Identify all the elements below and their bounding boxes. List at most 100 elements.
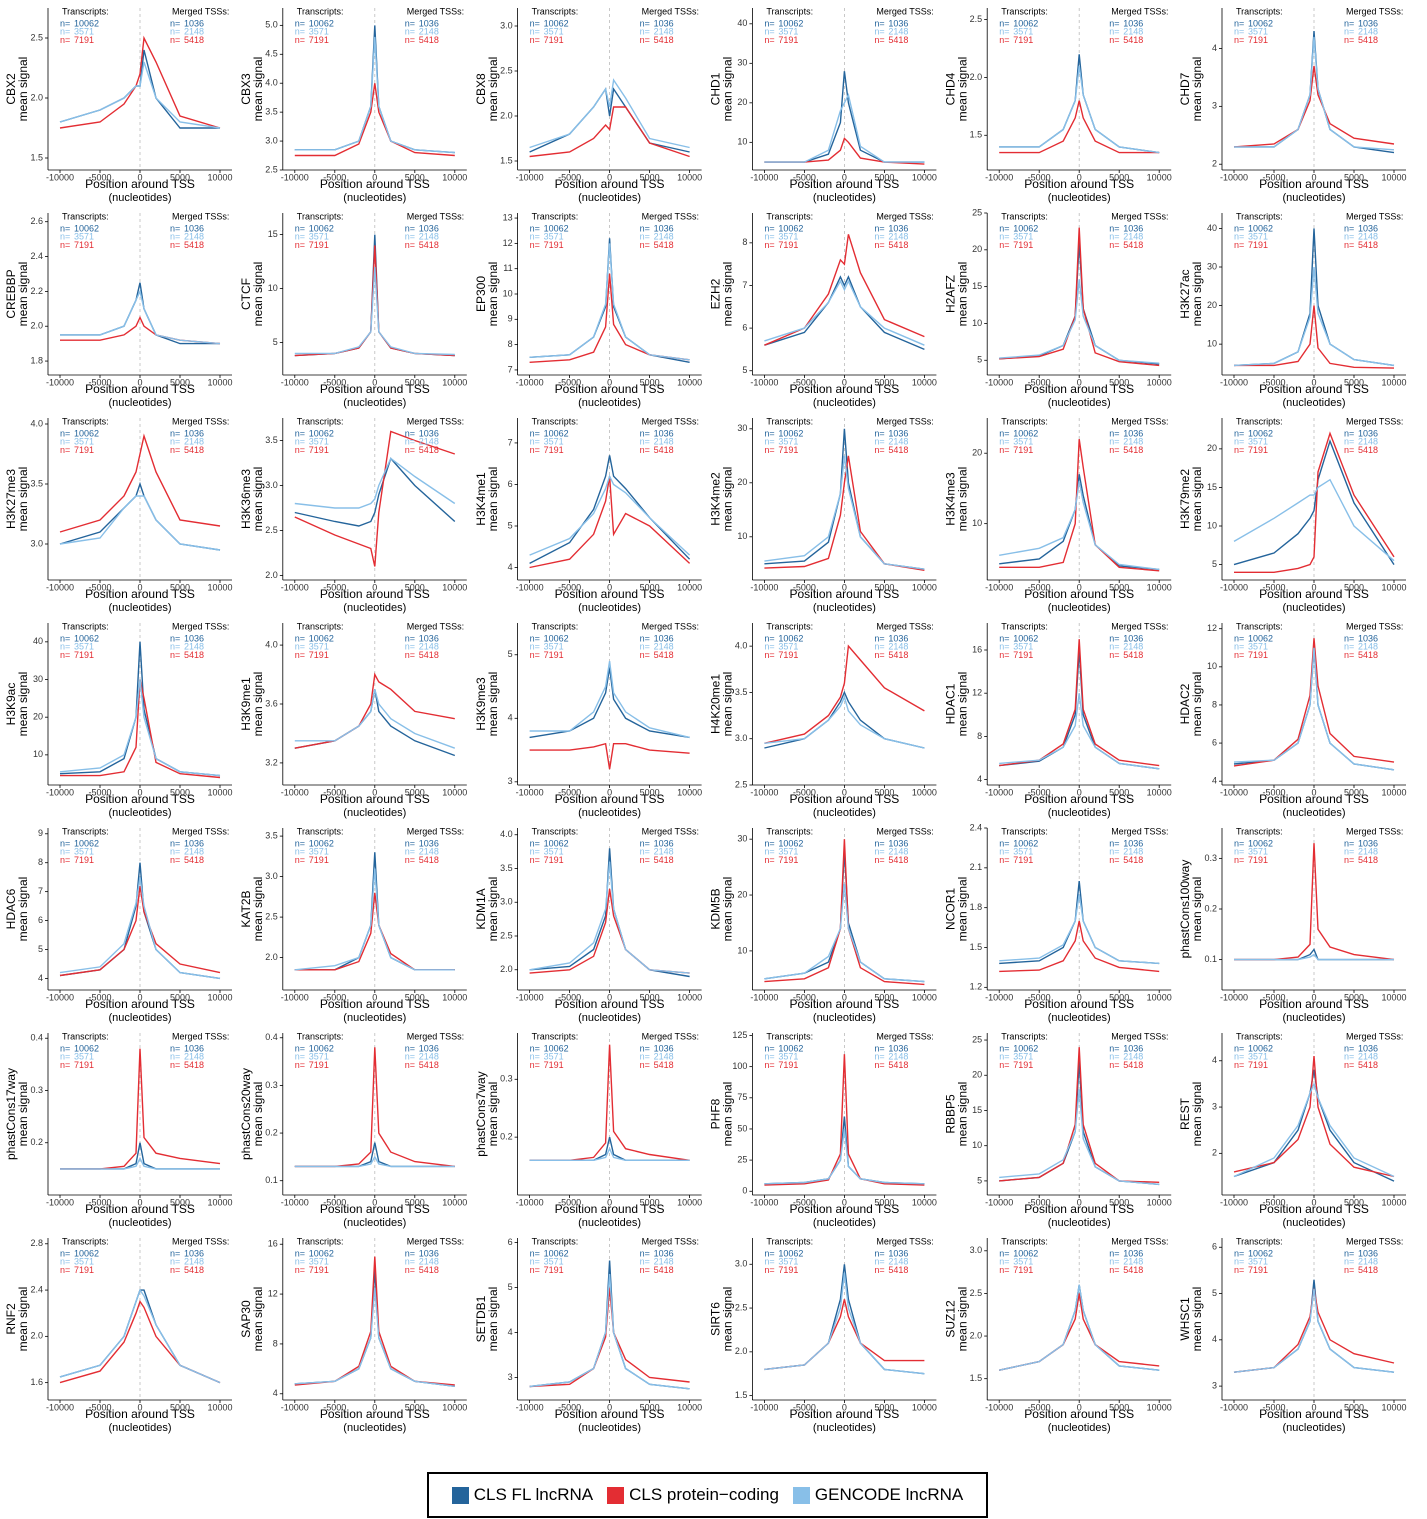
count-value: 1036 <box>1123 633 1143 643</box>
y-tick-label: 4 <box>1212 1055 1217 1065</box>
x-axis-title: Position around TSS <box>1024 1202 1134 1216</box>
x-axis-subtitle: (nucleotides) <box>813 1012 876 1024</box>
series-line <box>1233 1056 1395 1178</box>
count-prefix: n= <box>530 223 540 233</box>
x-tick-label: -10000 <box>46 377 74 387</box>
count-value: 7191 <box>1013 650 1033 660</box>
series-line <box>294 1047 455 1168</box>
x-tick-label: -10000 <box>281 377 309 387</box>
count-value: 2148 <box>888 27 908 37</box>
count-value: 7191 <box>544 240 564 250</box>
count-prefix: n= <box>60 1043 70 1053</box>
count-prefix: n= <box>1344 838 1354 848</box>
count-value: 7191 <box>74 240 94 250</box>
count-prefix: n= <box>170 1265 180 1275</box>
count-prefix: n= <box>170 232 180 242</box>
series-line <box>764 839 925 986</box>
count-value: 1036 <box>1123 838 1143 848</box>
x-tick-label: -5000 <box>88 992 111 1002</box>
count-prefix: n= <box>1109 847 1119 857</box>
y-axis-title: mean signal <box>486 877 500 942</box>
x-tick-label: 10000 <box>207 172 232 182</box>
x-tick-label: -10000 <box>516 377 544 387</box>
x-tick-label: 0 <box>1077 1197 1082 1207</box>
count-prefix: n= <box>1109 633 1119 643</box>
x-tick-label: 10000 <box>912 1197 937 1207</box>
count-value: 2148 <box>1123 642 1143 652</box>
y-tick-label: 50 <box>737 1123 747 1133</box>
y-tick-label: 2.0 <box>735 1346 748 1356</box>
y-axis-title: mean signal <box>486 672 500 737</box>
x-axis-title: Position around TSS <box>789 1407 899 1421</box>
series-line <box>529 273 690 363</box>
y-tick-label: 3.0 <box>735 733 748 743</box>
count-heading: Transcripts: <box>532 1236 579 1246</box>
x-tick-label: 5000 <box>874 1402 894 1412</box>
count-prefix: n= <box>640 855 650 865</box>
panel-title: phastCons7way <box>474 1071 488 1156</box>
count-prefix: n= <box>60 1060 70 1070</box>
x-axis-subtitle: (nucleotides) <box>1048 1012 1111 1024</box>
x-tick-label: 5000 <box>405 377 425 387</box>
count-value: 10062 <box>544 1248 569 1258</box>
count-heading: Merged TSSs: <box>876 826 933 836</box>
count-value: 10062 <box>778 223 803 233</box>
series-line <box>764 234 925 346</box>
count-prefix: n= <box>640 1060 650 1070</box>
x-tick-label: -5000 <box>88 1402 111 1412</box>
count-value: 7191 <box>1013 35 1033 45</box>
x-axis-subtitle: (nucleotides) <box>109 602 172 614</box>
count-prefix: n= <box>170 1248 180 1258</box>
y-tick-label: 2.0 <box>30 92 43 102</box>
count-heading: Merged TSSs: <box>876 1236 933 1246</box>
y-tick-label: 6 <box>1212 737 1217 747</box>
x-tick-label: -10000 <box>281 787 309 797</box>
y-tick-label: 3.0 <box>265 135 278 145</box>
count-prefix: n= <box>60 223 70 233</box>
count-value: 5418 <box>419 855 439 865</box>
x-tick-label: 5000 <box>1109 377 1129 387</box>
y-tick-label: 3.2 <box>265 757 278 767</box>
count-prefix: n= <box>295 18 305 28</box>
count-prefix: n= <box>640 240 650 250</box>
count-value: 5418 <box>888 240 908 250</box>
x-axis-title: Position around TSS <box>320 792 430 806</box>
count-heading: Merged TSSs: <box>407 621 464 631</box>
panel-title: RBBP5 <box>943 1094 957 1134</box>
count-value: 10062 <box>1013 1043 1038 1053</box>
count-heading: Merged TSSs: <box>407 211 464 221</box>
count-value: 3571 <box>309 437 329 447</box>
count-value: 3571 <box>1248 232 1268 242</box>
count-prefix: n= <box>999 445 1009 455</box>
panel-title: CHD1 <box>709 72 723 105</box>
x-axis-subtitle: (nucleotides) <box>578 192 641 204</box>
y-tick-label: 3.0 <box>265 480 278 490</box>
count-prefix: n= <box>640 18 650 28</box>
count-value: 5418 <box>888 1265 908 1275</box>
count-value: 3571 <box>309 27 329 37</box>
count-value: 10062 <box>778 1248 803 1258</box>
x-tick-label: -10000 <box>46 1197 74 1207</box>
count-prefix: n= <box>874 1265 884 1275</box>
x-tick-label: 10000 <box>1381 582 1406 592</box>
y-tick-label: 0.1 <box>265 1175 278 1185</box>
count-value: 5418 <box>419 650 439 660</box>
x-axis-title: Position around TSS <box>320 1407 430 1421</box>
count-value: 2148 <box>419 437 439 447</box>
x-tick-label: -5000 <box>1262 582 1285 592</box>
y-tick-label: 2.5 <box>500 65 513 75</box>
count-value: 7191 <box>1248 445 1268 455</box>
x-axis-subtitle: (nucleotides) <box>109 1217 172 1229</box>
x-tick-label: 10000 <box>1381 172 1406 182</box>
count-value: 10062 <box>778 18 803 28</box>
y-tick-label: 2.5 <box>735 1302 748 1312</box>
y-tick-label: 20 <box>33 712 43 722</box>
count-prefix: n= <box>405 633 415 643</box>
count-prefix: n= <box>874 855 884 865</box>
count-value: 10062 <box>74 633 99 643</box>
count-prefix: n= <box>405 855 415 865</box>
count-value: 5418 <box>1123 240 1143 250</box>
x-tick-label: 0 <box>842 172 847 182</box>
count-value: 3571 <box>1248 642 1268 652</box>
y-tick-label: 3.5 <box>500 863 513 873</box>
